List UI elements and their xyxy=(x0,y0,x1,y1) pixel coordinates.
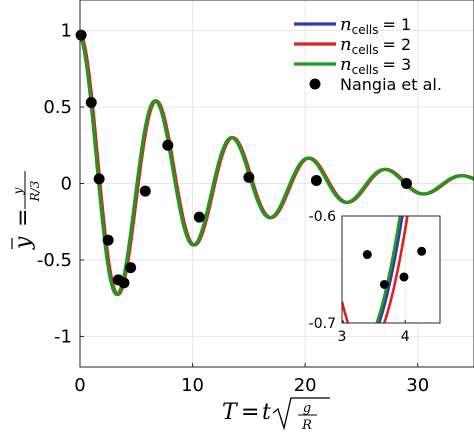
svg-text:=: = xyxy=(11,209,36,227)
inset-series-line-3 xyxy=(375,216,402,323)
x-ticks: 0 10 20 30 xyxy=(74,363,429,396)
x-tick-label: 20 xyxy=(294,375,317,396)
inset-series-lines xyxy=(342,216,409,323)
svg-text:t: t xyxy=(262,400,271,425)
inset-data-point xyxy=(362,250,372,260)
x-tick-label: 10 xyxy=(181,375,204,396)
y-tick-label: 1 xyxy=(61,21,72,42)
legend-entry: ncells = 2 xyxy=(340,34,411,57)
data-point xyxy=(85,96,97,108)
legend-entry: ncells = 1 xyxy=(340,14,411,37)
data-point xyxy=(162,139,174,151)
data-point xyxy=(93,173,105,185)
legend-entry: Nangia et al. xyxy=(340,75,442,94)
inset-y-tick-label: -0.7 xyxy=(309,316,336,332)
inset-plot: 3 4 -0.7 -0.6 xyxy=(309,209,441,345)
data-point xyxy=(118,277,130,289)
svg-text:y: y xyxy=(11,236,36,250)
inset-y-ticks: -0.7 -0.6 xyxy=(309,209,345,332)
y-tick-label: -0.5 xyxy=(37,250,72,271)
legend-entry: ncells = 3 xyxy=(340,54,411,77)
inset-series-line-1 xyxy=(342,216,404,323)
data-point xyxy=(193,211,205,223)
x-tick-label: 30 xyxy=(406,375,429,396)
inset-data-point xyxy=(399,272,409,282)
x-tick-label: 0 xyxy=(74,375,85,396)
legend-marker xyxy=(309,78,321,90)
data-point xyxy=(243,171,255,183)
data-point xyxy=(400,178,412,189)
inset-x-tick-label: 3 xyxy=(338,329,347,345)
main-plot: 0 10 20 30 -1 -0.5 0 0.5 1 xyxy=(37,0,474,396)
y-tick-label: -1 xyxy=(54,326,72,347)
inset-frame xyxy=(341,215,441,324)
reference-points xyxy=(75,29,412,289)
inset-data-point xyxy=(417,246,427,256)
data-point xyxy=(125,262,137,274)
data-point xyxy=(310,174,322,186)
data-point xyxy=(139,185,151,197)
svg-text:T: T xyxy=(222,400,239,425)
y-tick-label: 0.5 xyxy=(43,97,72,118)
x-axis-label: T = t g R xyxy=(222,397,330,433)
data-point xyxy=(102,234,114,246)
inset-series-line-2 xyxy=(342,216,409,323)
svg-text:=: = xyxy=(241,400,259,425)
y-tick-label: 0 xyxy=(61,174,72,195)
inset-reference-points xyxy=(362,246,427,289)
inset-data-point xyxy=(379,279,389,289)
y-axis-label: y = y R/3 xyxy=(11,171,42,250)
svg-text:y: y xyxy=(11,187,25,195)
svg-text:R/3: R/3 xyxy=(28,180,42,202)
inset-x-tick-label: 4 xyxy=(401,329,410,345)
data-point xyxy=(75,29,87,41)
inset-y-tick-label: -0.6 xyxy=(309,209,336,225)
y-ticks: -1 -0.5 0 0.5 1 xyxy=(37,21,84,347)
svg-text:g: g xyxy=(303,401,311,416)
svg-text:R: R xyxy=(301,418,312,433)
